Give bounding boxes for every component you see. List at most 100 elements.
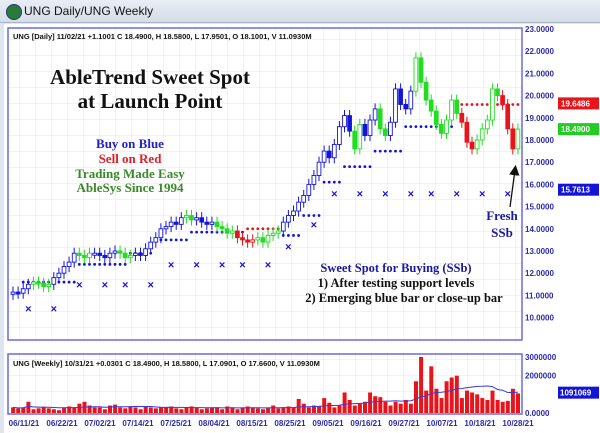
support-x-mark: × [331,188,337,200]
trend-stop-dot [200,230,204,234]
trend-stop-dot [424,125,428,129]
volume-bar [454,375,459,413]
candle-body [71,252,77,263]
candle-body [286,215,291,223]
support-x-mark: × [285,242,291,254]
volume-bar [465,390,469,413]
date-tick-label: 08/25/21 [274,419,306,428]
support-x-mark: × [408,188,414,200]
date-tick-label: 06/22/21 [46,419,78,428]
candle-body [321,150,327,163]
volume-bar [337,405,342,413]
volume-bar [169,406,174,413]
candle-body [214,221,220,228]
chart-area: UNG [Daily] 11/02/21 +1.1001 C 18.4900, … [4,24,600,433]
trend-stop-dot [93,262,96,266]
date-tick-label: 10/28/21 [502,419,534,428]
ssb-title: Sweet Spot for Buying (SSb) [320,261,471,275]
candle-body [133,252,138,256]
volume-bar [21,407,26,413]
volume-badge [558,386,599,399]
support-x-mark: × [357,188,363,200]
trend-stop-dot [174,238,178,242]
price-tick-label: 22.0000 [525,47,554,56]
price-tick-label: 12.0000 [525,269,554,278]
candle-body [56,272,62,279]
volume-bar [419,357,424,413]
trend-stop-dot [256,227,260,231]
volume-bar [276,408,281,413]
fresh-label: Fresh [486,208,518,223]
candle-body [178,217,184,225]
date-tick-label: 06/11/21 [9,419,40,428]
volume-bar [159,407,163,413]
candle-body [459,112,465,123]
trend-stop-dot [83,262,86,266]
support-x-mark: × [147,279,153,291]
volume-bar [179,409,184,413]
trend-stop-dot [389,149,392,153]
volume-bar [36,408,41,413]
date-tick-label: 08/15/21 [236,419,268,428]
volume-bar [414,381,418,413]
candle-body [495,88,500,97]
candle-body [235,230,240,239]
volume-bar [296,399,301,413]
trend-stop-dot [287,234,290,237]
volume-bar [510,388,515,413]
volume-bar [148,407,153,413]
candle-body [296,201,301,212]
candle-body [204,221,210,225]
candle-body [122,252,128,259]
price-badge [558,183,599,196]
trend-stop-dot [332,180,336,184]
volume-bar [266,407,271,413]
candle-body [102,254,108,259]
volume-bar [347,399,352,413]
candle-body [41,282,46,287]
candle-body [163,226,169,230]
trend-stop-dot [67,280,71,284]
candle-body [250,239,256,243]
support-x-mark: × [453,188,459,200]
volume-bar [51,409,56,413]
support-x-mark: × [382,188,388,200]
trend-stop-dot [292,234,295,237]
candle-body [403,104,409,110]
volume-bar [215,407,220,413]
candle-body [209,221,215,225]
volume-bar [164,407,169,413]
app-logo-icon [6,4,22,20]
trend-stop-dot [108,262,112,266]
trend-stop-dot [205,230,209,234]
date-tick-label: 09/05/21 [312,419,344,428]
candle-body [260,237,266,243]
volume-bar [291,407,296,413]
volume-bar [444,381,449,413]
candle-body [117,250,123,254]
volume-bar [495,399,500,413]
trend-stop-dot [460,103,464,106]
volume-bar [393,401,398,413]
trend-stop-dot [465,103,469,106]
trend-stop-dot [353,165,357,169]
title-bar[interactable]: UNG Daily/UNG Weekly [0,0,600,23]
candle-body [326,150,332,159]
candle-body [316,161,322,176]
candle-body [301,195,307,203]
trend-stop-dot [322,180,326,184]
date-tick-label: 08/04/21 [198,419,230,428]
trend-stop-dot [404,125,408,129]
candle-body [158,228,164,239]
candle-body [92,252,97,256]
price-tick-label: 18.0000 [525,136,554,145]
volume-bar [41,407,46,413]
price-tick-label: 11.0000 [525,291,554,300]
price-tick-label: 21.0000 [525,69,554,78]
volume-bar [250,407,255,413]
candle-body [107,252,113,259]
volume-bars [11,357,520,413]
volume-bar [383,401,388,413]
volume-bar [480,398,485,413]
chart-canvas[interactable]: UNG [Daily] 11/02/21 +1.1001 C 18.4900, … [4,24,600,433]
